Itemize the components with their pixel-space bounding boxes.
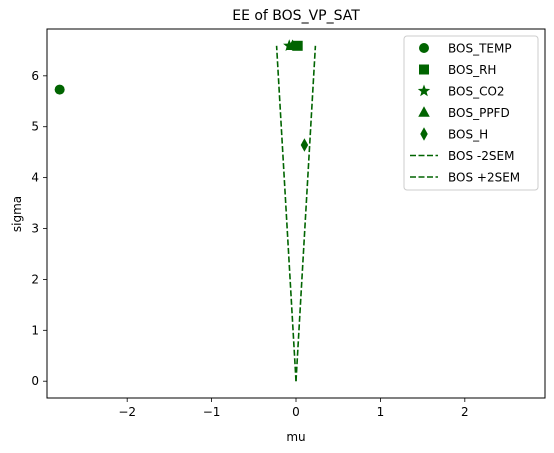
- legend-label-bos-2sem: BOS -2SEM: [448, 149, 514, 163]
- y-tick-label: 6: [31, 69, 39, 83]
- legend-label-bos-temp: BOS_TEMP: [448, 42, 512, 56]
- data-point-bos-co2: [283, 39, 296, 52]
- legend-marker-bos-rh: [419, 64, 429, 75]
- series-line-bos-2sem: [295, 45, 317, 382]
- chart-title: EE of BOS_VP_SAT: [232, 8, 360, 24]
- series-layer: [54, 39, 317, 382]
- legend-label-bos-h: BOS_H: [448, 128, 488, 142]
- legend-marker-bos-co2: [417, 84, 431, 97]
- y-tick-label: 0: [31, 374, 39, 388]
- data-point-bos-temp: [54, 84, 65, 95]
- y-axis-title: sigma: [10, 196, 24, 232]
- legend-frame: [403, 35, 539, 191]
- y-tick-label: 5: [31, 120, 39, 134]
- series-line-bos-2sem: [275, 45, 297, 382]
- x-tick-label: 1: [377, 405, 385, 419]
- legend-label-bos-2sem: BOS +2SEM: [448, 171, 520, 185]
- x-tick-label: −2: [118, 405, 136, 419]
- data-point-bos-ppfd: [286, 39, 299, 51]
- x-tick-label: 2: [461, 405, 469, 419]
- y-tick-label: 1: [31, 323, 39, 337]
- x-axis-title: mu: [286, 430, 305, 444]
- legend-label-bos-rh: BOS_RH: [448, 63, 496, 77]
- legend-label-bos-co2: BOS_CO2: [448, 85, 505, 99]
- legend: BOS_TEMP BOS_RH BOS_CO2 BOS_PPFD BOS_H BOS -2…: [403, 35, 539, 191]
- y-axis: 0 1 2 3 4 5 6: [31, 69, 47, 388]
- y-tick-label: 4: [31, 171, 39, 185]
- data-point-bos-h: [300, 138, 309, 152]
- legend-marker-bos-h: [420, 127, 428, 141]
- x-axis: −2 −1 0 1 2: [118, 398, 469, 419]
- x-tick-label: 0: [292, 405, 300, 419]
- legend-label-bos-ppfd: BOS_PPFD: [448, 106, 510, 120]
- legend-marker-bos-ppfd: [418, 106, 430, 117]
- x-tick-label: −1: [203, 405, 221, 419]
- legend-marker-bos-temp: [419, 43, 429, 53]
- data-point-bos-rh: [292, 40, 303, 51]
- y-tick-label: 2: [31, 272, 39, 286]
- y-tick-label: 3: [31, 222, 39, 236]
